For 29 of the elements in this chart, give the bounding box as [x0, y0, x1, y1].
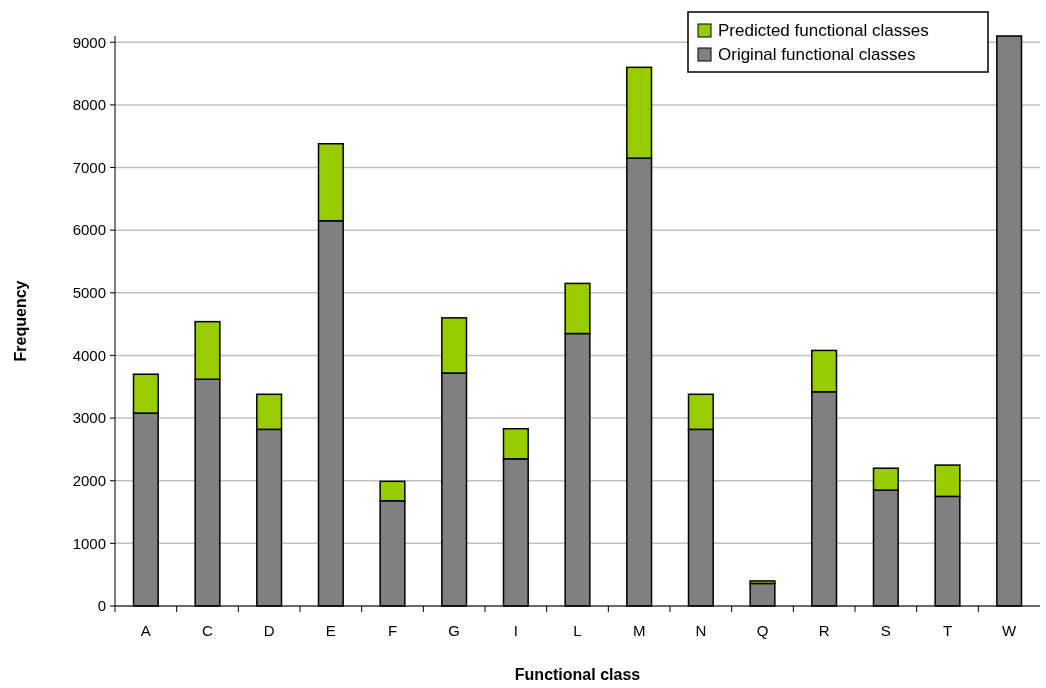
y-tick-label: 9000	[72, 33, 106, 51]
x-tick-label: L	[573, 622, 582, 639]
x-tick-label: R	[818, 622, 830, 639]
y-tick-label: 0	[97, 597, 106, 615]
legend-label: Predicted functional classes	[718, 20, 929, 40]
y-tick-label: 6000	[72, 221, 106, 239]
x-tick-label: G	[448, 622, 460, 639]
x-tick-label: F	[387, 622, 398, 639]
y-tick-label: 3000	[72, 409, 106, 427]
x-tick-label: E	[325, 622, 336, 639]
y-tick-label: 5000	[72, 284, 106, 302]
y-axis-title: Frequency	[12, 280, 29, 362]
x-tick-label: T	[942, 622, 953, 639]
y-tick-label: 7000	[72, 158, 106, 176]
x-tick-label: A	[140, 622, 151, 639]
x-tick-label: Q	[756, 622, 769, 639]
legend-label: Original functional classes	[718, 44, 916, 64]
x-tick-label: S	[880, 622, 891, 639]
y-tick-label: 2000	[72, 471, 106, 489]
y-tick-label: 1000	[72, 534, 106, 552]
x-tick-label: N	[695, 622, 707, 639]
x-tick-label: D	[263, 622, 275, 639]
x-tick-label: M	[632, 622, 646, 639]
x-axis-title: Functional class	[514, 666, 641, 683]
x-tick-label: I	[513, 622, 518, 639]
y-tick-label: 8000	[72, 96, 106, 114]
x-tick-label: W	[1002, 622, 1018, 639]
y-tick-label: 4000	[72, 346, 106, 364]
x-tick-label: C	[202, 622, 214, 639]
